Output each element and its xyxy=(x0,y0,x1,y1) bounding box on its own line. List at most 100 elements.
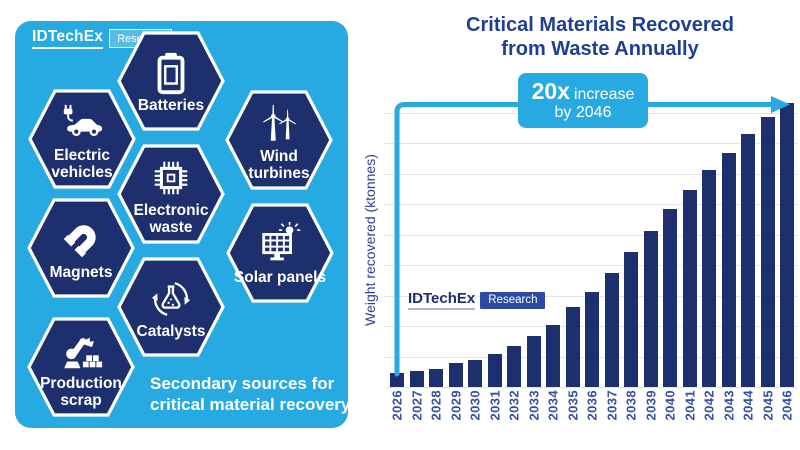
wind-turbine-icon xyxy=(256,101,302,147)
bar-2042 xyxy=(702,170,716,387)
x-tick-label: 2029 xyxy=(448,390,463,421)
bar-column: 2046 xyxy=(780,103,795,421)
idtechex-logo-text: IDTechEx xyxy=(408,290,476,310)
bar-column: 2044 xyxy=(741,103,756,421)
secondary-sources-panel: IDTechEx Research Batteries Electric veh… xyxy=(15,21,350,428)
x-tick-label: 2028 xyxy=(428,390,444,421)
bar-2043 xyxy=(721,153,736,387)
catalyst-flask-icon xyxy=(148,276,194,322)
hexagon-label: Electric vehicles xyxy=(51,147,113,181)
bar-column: 2039 xyxy=(643,103,658,421)
battery-icon xyxy=(148,50,194,96)
bar-2034 xyxy=(546,325,560,387)
x-tick-label: 2036 xyxy=(584,390,600,421)
bar-2032 xyxy=(507,346,521,387)
hexagon-label: Production scrap xyxy=(40,375,122,409)
bar-column: 2027 xyxy=(409,103,424,421)
hexagon-grid: Batteries Electric vehicles Wind turbine… xyxy=(15,21,348,428)
hexagon-label: Catalysts xyxy=(136,323,206,341)
magnet-icon xyxy=(58,217,104,263)
x-tick-label: 2044 xyxy=(740,390,756,421)
hexagon-tile: Batteries xyxy=(116,31,226,131)
x-tick-label: 2040 xyxy=(662,390,678,421)
bar-2027 xyxy=(409,371,424,387)
bar-column: 2043 xyxy=(721,103,736,421)
bar-column: 2026 xyxy=(390,103,405,421)
hexagon-tile: Catalysts xyxy=(116,257,226,357)
x-tick-label: 2046 xyxy=(779,390,795,421)
x-tick-label: 2033 xyxy=(526,390,541,421)
bar-column: 2040 xyxy=(663,103,678,421)
hexagon-label: Wind turbines xyxy=(248,148,310,182)
x-tick-label: 2034 xyxy=(545,390,561,421)
x-tick-label: 2032 xyxy=(506,390,522,421)
bar-column: 2035 xyxy=(565,103,580,421)
bar-2046 xyxy=(780,103,794,387)
hexagon-shape xyxy=(117,31,225,131)
bar-column: 2033 xyxy=(526,103,541,421)
microchip-icon xyxy=(148,155,194,201)
hexagon-shape xyxy=(117,144,225,244)
chart-title: Critical Materials Recovered from Waste … xyxy=(400,13,800,62)
hexagon-label: Solar panels xyxy=(233,269,327,287)
callout-text: increase xyxy=(573,85,635,103)
bar-column: 2045 xyxy=(760,103,775,421)
hexagon-tile: Magnets xyxy=(26,198,136,298)
bar-column: 2034 xyxy=(546,103,561,421)
panel-caption: Secondary sources for critical material … xyxy=(150,374,351,415)
bar-2037 xyxy=(604,273,619,387)
chart-title-line2: from Waste Annually xyxy=(501,38,699,61)
hexagon-tile: Wind turbines xyxy=(224,90,334,190)
bar-column: 2032 xyxy=(507,103,522,421)
bar-column: 2042 xyxy=(702,103,717,421)
bar-column: 2037 xyxy=(604,103,619,421)
increase-callout: 20x increase by 2046 xyxy=(518,73,648,128)
bar-column: 2031 xyxy=(487,103,502,421)
bar-column: 2038 xyxy=(624,103,639,421)
bar-column: 2041 xyxy=(682,103,697,421)
x-tick-label: 2031 xyxy=(487,390,502,421)
x-tick-label: 2027 xyxy=(409,390,424,421)
bar-column: 2028 xyxy=(429,103,444,421)
bar-column: 2036 xyxy=(585,103,600,421)
robot-arm-icon xyxy=(58,328,104,374)
x-tick-label: 2037 xyxy=(604,390,619,421)
hexagon-tile: Solar panels xyxy=(225,203,335,303)
solar-panel-icon xyxy=(257,222,303,268)
hexagon-label: Batteries xyxy=(137,97,205,115)
electric-car-icon xyxy=(59,100,105,146)
hexagon-label: Magnets xyxy=(49,264,113,282)
bar-2028 xyxy=(429,369,443,387)
idtechex-logo-text: IDTechEx xyxy=(32,28,104,49)
research-badge: Research xyxy=(480,291,546,309)
bar-2041 xyxy=(682,190,697,387)
bar-2038 xyxy=(624,252,638,387)
hexagon-label: Electronic waste xyxy=(133,202,209,236)
x-tick-label: 2043 xyxy=(721,390,736,421)
x-tick-label: 2038 xyxy=(623,390,639,421)
bar-2036 xyxy=(585,292,599,387)
gridline xyxy=(385,387,798,388)
hexagon-tile: Electric vehicles xyxy=(27,89,137,189)
callout-year: by 2046 xyxy=(554,104,612,122)
bar-2045 xyxy=(760,117,775,387)
bar-2030 xyxy=(468,360,482,387)
hexagon-tile: Electronic waste xyxy=(116,144,226,244)
hexagon-shape xyxy=(28,89,136,189)
x-tick-label: 2039 xyxy=(643,390,658,421)
x-tick-label: 2041 xyxy=(682,390,697,421)
bar-2039 xyxy=(643,231,658,387)
bar-2026 xyxy=(390,373,404,387)
y-axis-label: Weight recovered (ktonnes) xyxy=(362,154,378,326)
bar-2033 xyxy=(526,336,541,387)
hexagon-shape xyxy=(225,90,333,190)
bar-2035 xyxy=(565,307,580,387)
bar-column: 2029 xyxy=(448,103,463,421)
x-tick-label: 2042 xyxy=(701,390,717,421)
hexagon-tile: Production scrap xyxy=(26,317,136,417)
chart-title-line1: Critical Materials Recovered xyxy=(466,14,734,36)
x-tick-label: 2026 xyxy=(389,390,405,421)
bar-2029 xyxy=(448,363,463,387)
x-tick-label: 2045 xyxy=(760,390,775,421)
